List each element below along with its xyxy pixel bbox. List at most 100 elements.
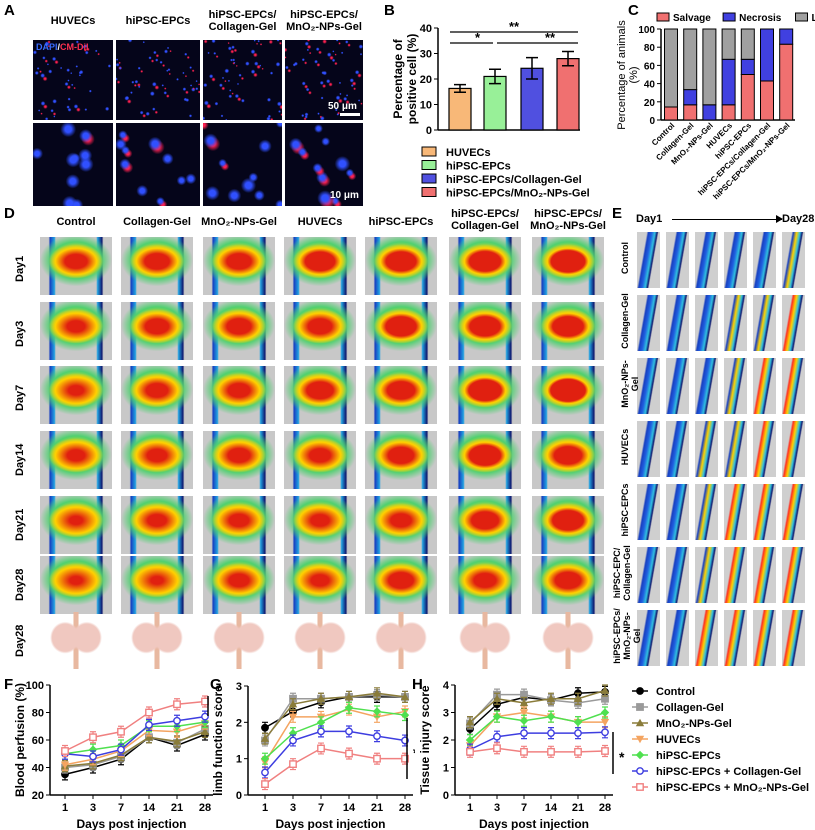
column-header: hiPSC-EPCs bbox=[368, 216, 434, 228]
row-label: Day14 bbox=[14, 443, 26, 476]
limb-image bbox=[666, 421, 689, 477]
micrograph-image bbox=[285, 40, 363, 120]
legend-label: hiPSC-EPCs bbox=[446, 161, 511, 173]
mouse-photo bbox=[40, 612, 112, 669]
legend-swatch bbox=[421, 187, 437, 197]
micrograph-image bbox=[285, 123, 363, 206]
row-label: Day28 bbox=[14, 624, 26, 657]
mouse-photo bbox=[365, 612, 437, 669]
data-point bbox=[201, 712, 209, 721]
legend-marker-icon bbox=[635, 750, 645, 760]
y-tick-label: 80 bbox=[644, 43, 656, 54]
perfusion-image bbox=[532, 237, 604, 295]
mouse-photo bbox=[284, 612, 356, 669]
series-line bbox=[264, 708, 406, 763]
x-tick-label: 14 bbox=[343, 802, 356, 814]
perfusion-image bbox=[121, 431, 193, 489]
data-point bbox=[261, 723, 269, 732]
stacked-bar-segment bbox=[664, 28, 678, 108]
mouse-photo bbox=[203, 612, 275, 669]
y-tick-label: 1 bbox=[443, 763, 449, 775]
limb-image bbox=[695, 358, 718, 414]
row-label: Day1 bbox=[14, 255, 26, 282]
data-point bbox=[465, 735, 475, 745]
limb-image bbox=[782, 232, 805, 288]
panel-label-g: G bbox=[210, 676, 222, 693]
significance-label: * bbox=[475, 30, 481, 45]
series-6 bbox=[61, 695, 209, 758]
data-point bbox=[400, 710, 410, 720]
y-tick-label: 3 bbox=[236, 681, 242, 693]
data-point bbox=[88, 745, 98, 754]
y-tick-label: 1 bbox=[236, 754, 242, 766]
y-tick-label: 3 bbox=[443, 708, 449, 720]
limb-image bbox=[637, 484, 660, 540]
x-tick-label: 7 bbox=[118, 802, 124, 814]
mouse-photo bbox=[449, 612, 521, 669]
row-label: HUVECs bbox=[620, 428, 630, 466]
error-bar bbox=[562, 50, 574, 67]
series-5 bbox=[61, 710, 209, 763]
panel-label-d: D bbox=[4, 205, 15, 222]
y-tick-label: 0 bbox=[649, 116, 655, 127]
limb-image bbox=[695, 610, 718, 666]
x-tick-label: 3 bbox=[290, 802, 296, 814]
line-legend: Control Collagen-Gel MnO₂-NPs-Gel HUVECs hiP… bbox=[632, 686, 809, 794]
y-tick-label: 80 bbox=[32, 708, 44, 720]
bar bbox=[448, 87, 472, 131]
mouse-photo bbox=[121, 612, 193, 669]
data-point bbox=[173, 700, 181, 709]
limb-image bbox=[782, 547, 805, 603]
dapi-label: DAPI bbox=[36, 42, 58, 52]
series-line bbox=[264, 696, 405, 729]
limb-image bbox=[695, 295, 718, 351]
series-line bbox=[469, 711, 606, 741]
y-axis-label: Percentage of bbox=[391, 38, 405, 118]
perfusion-image bbox=[449, 496, 521, 554]
perfusion-image bbox=[365, 431, 437, 489]
limb-image bbox=[637, 295, 660, 351]
data-point bbox=[600, 708, 610, 717]
data-point bbox=[288, 699, 298, 708]
panel-label-h: H bbox=[412, 676, 423, 693]
series-line bbox=[64, 731, 206, 767]
limb-image bbox=[782, 358, 805, 414]
limb-image bbox=[753, 421, 776, 477]
series-6 bbox=[466, 742, 609, 758]
mouse-photo bbox=[532, 612, 604, 669]
data-point bbox=[547, 729, 555, 738]
y-tick-label: 10 bbox=[420, 100, 432, 112]
error-bar bbox=[454, 83, 466, 94]
significance-label: * bbox=[413, 745, 415, 761]
micrograph-image bbox=[33, 40, 113, 120]
perfusion-image bbox=[284, 237, 356, 295]
perfusion-image bbox=[365, 366, 437, 424]
perfusion-image bbox=[121, 237, 193, 295]
column-header: Control bbox=[56, 216, 96, 228]
data-point bbox=[145, 708, 153, 717]
x-tick-label: 28 bbox=[199, 802, 211, 814]
micrograph-image bbox=[33, 123, 113, 206]
series-2 bbox=[260, 687, 410, 745]
data-point bbox=[547, 747, 555, 756]
stacked-bar-segment bbox=[683, 89, 698, 106]
perfusion-image bbox=[532, 431, 604, 489]
panel-label-e: E bbox=[612, 205, 623, 222]
limb-image bbox=[753, 295, 776, 351]
perfusion-image bbox=[449, 302, 521, 360]
data-point bbox=[372, 707, 382, 716]
data-point bbox=[289, 736, 297, 745]
perfusion-image bbox=[365, 496, 437, 554]
start-day-label: Day1 bbox=[636, 213, 663, 225]
data-point bbox=[117, 727, 125, 736]
data-point bbox=[373, 754, 381, 763]
data-point bbox=[288, 713, 298, 722]
x-tick-label: 14 bbox=[143, 802, 156, 814]
series-line bbox=[469, 747, 606, 753]
x-tick-label: 7 bbox=[521, 802, 527, 814]
x-axis-label: Days post injection bbox=[479, 817, 589, 830]
legend-swatch bbox=[722, 12, 736, 22]
perfusion-image bbox=[532, 496, 604, 554]
data-point bbox=[401, 754, 409, 763]
y-tick-label: 60 bbox=[644, 61, 656, 72]
